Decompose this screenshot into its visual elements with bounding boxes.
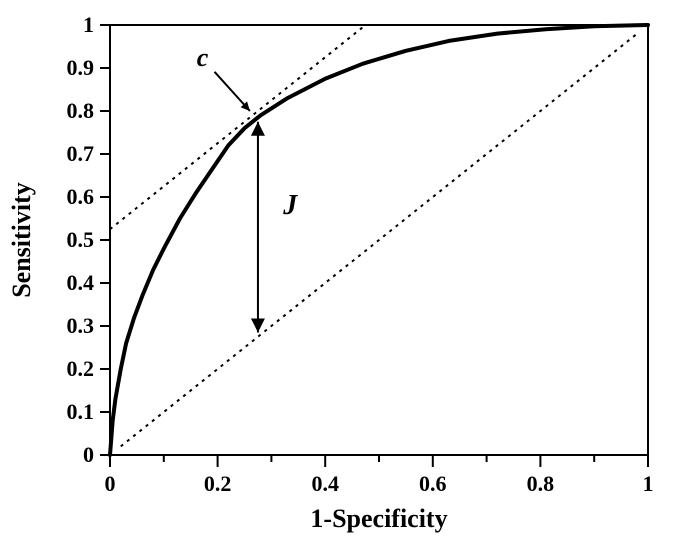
svg-text:0.8: 0.8 [527, 471, 555, 496]
chart-svg: 0 0.2 0.4 0.6 0.8 1 1-Specificity 0 0.1 0.2 0.3 0.4… [0, 0, 684, 555]
annotation-c: c [197, 43, 209, 72]
svg-text:0.6: 0.6 [419, 471, 447, 496]
svg-text:0.5: 0.5 [67, 227, 95, 252]
annotation-j: J [282, 190, 298, 221]
y-axis-label: Sensitivity [7, 182, 36, 298]
svg-text:0.7: 0.7 [67, 141, 95, 166]
roc-chart: 0 0.2 0.4 0.6 0.8 1 1-Specificity 0 0.1 0.2 0.3 0.4… [0, 0, 684, 555]
svg-text:0.4: 0.4 [311, 471, 339, 496]
svg-text:0.6: 0.6 [67, 184, 95, 209]
svg-text:0.4: 0.4 [67, 270, 95, 295]
svg-text:1: 1 [643, 471, 654, 496]
svg-text:1: 1 [83, 12, 94, 37]
svg-text:0.3: 0.3 [67, 313, 95, 338]
svg-text:0: 0 [105, 471, 116, 496]
svg-text:0.2: 0.2 [204, 471, 232, 496]
svg-text:0.2: 0.2 [67, 356, 95, 381]
svg-text:0.8: 0.8 [67, 98, 95, 123]
svg-text:0.9: 0.9 [67, 55, 95, 80]
svg-text:0: 0 [83, 442, 94, 467]
svg-text:0.1: 0.1 [67, 399, 95, 424]
x-axis-label: 1-Specificity [310, 504, 447, 533]
